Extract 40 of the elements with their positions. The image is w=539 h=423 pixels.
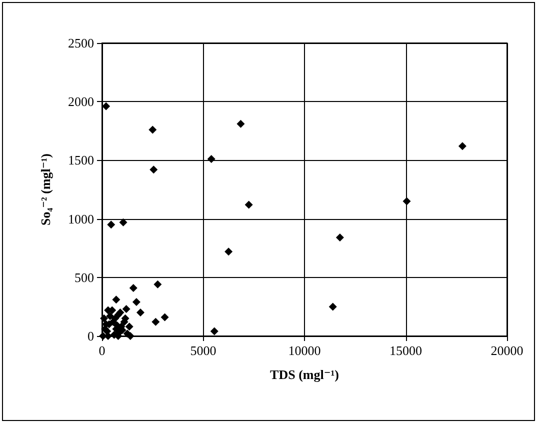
y-tick-label: 2000 (68, 94, 94, 110)
point (111, 314, 120, 322)
point (402, 197, 411, 206)
point (244, 200, 253, 209)
point (125, 322, 134, 331)
point (122, 305, 130, 314)
point (154, 280, 162, 288)
point (106, 312, 114, 320)
point (336, 234, 344, 242)
y-tick-label: 2500 (68, 36, 94, 50)
y-axis-title: So₄⁻² (mgl⁻¹) (38, 154, 53, 226)
point (129, 284, 138, 292)
point (148, 126, 157, 134)
x-axis-title: TDS (mgl⁻¹) (270, 367, 339, 382)
point (224, 248, 233, 256)
x-tick-label: 5000 (190, 343, 216, 358)
x-tick-label: 20000 (490, 343, 524, 358)
point (100, 314, 108, 322)
x-tick-label: 0 (98, 343, 106, 358)
point (160, 313, 169, 322)
point (136, 308, 144, 317)
point (123, 330, 132, 338)
point (236, 120, 245, 128)
x-tick-label: 15000 (390, 343, 422, 358)
y-tick-label: 1000 (68, 211, 94, 226)
y-tick-label: 1500 (68, 152, 94, 168)
point (458, 142, 466, 150)
x-tick-label: 10000 (288, 343, 321, 358)
y-tick-label: 500 (74, 270, 94, 285)
point (150, 166, 158, 174)
point (210, 327, 218, 336)
point (102, 102, 110, 110)
point (132, 298, 140, 306)
point (328, 302, 337, 311)
point (112, 296, 120, 304)
point (119, 218, 128, 226)
point (207, 155, 216, 164)
point (107, 220, 116, 229)
point (152, 318, 160, 326)
y-tick-label: 0 (88, 328, 94, 344)
